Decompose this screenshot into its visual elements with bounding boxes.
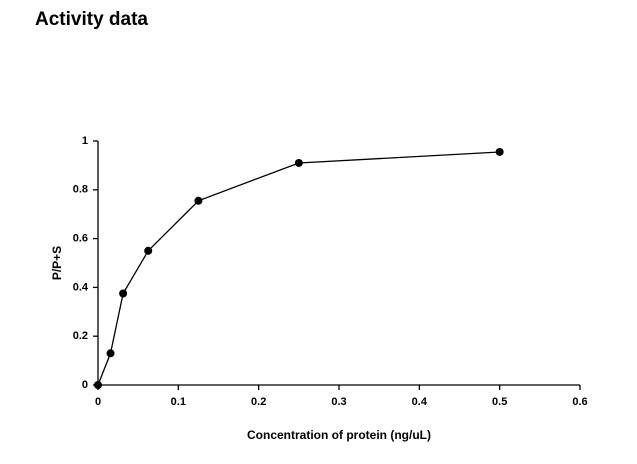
y-tick-label: 0.8 xyxy=(73,184,88,196)
y-tick-label: 0.2 xyxy=(73,330,88,342)
x-tick-label: 0.2 xyxy=(251,396,266,408)
y-axis-label: P/P+S xyxy=(50,246,64,280)
x-tick-label: 0.5 xyxy=(492,396,507,408)
chart-title: Activity data xyxy=(35,9,148,30)
x-tick-label: 0.4 xyxy=(412,396,428,408)
marker xyxy=(495,147,504,156)
marker xyxy=(106,349,115,358)
x-tick-label: 0 xyxy=(95,396,101,408)
y-tick-label: 1 xyxy=(82,135,88,147)
x-tick-label: 0.1 xyxy=(171,396,186,408)
y-tick-label: 0.4 xyxy=(73,281,89,293)
marker xyxy=(94,381,102,389)
line xyxy=(97,151,500,386)
marker xyxy=(119,289,128,298)
y-tick-label: 0 xyxy=(82,379,88,391)
x-tick-label: 0.3 xyxy=(331,396,346,408)
marker xyxy=(294,158,303,167)
x-axis-label: Concentration of protein (ng/uL) xyxy=(247,428,431,442)
marker xyxy=(144,246,153,255)
y-tick-label: 0.6 xyxy=(73,233,88,245)
x-tick-label: 0.6 xyxy=(572,396,587,408)
marker xyxy=(194,196,203,205)
